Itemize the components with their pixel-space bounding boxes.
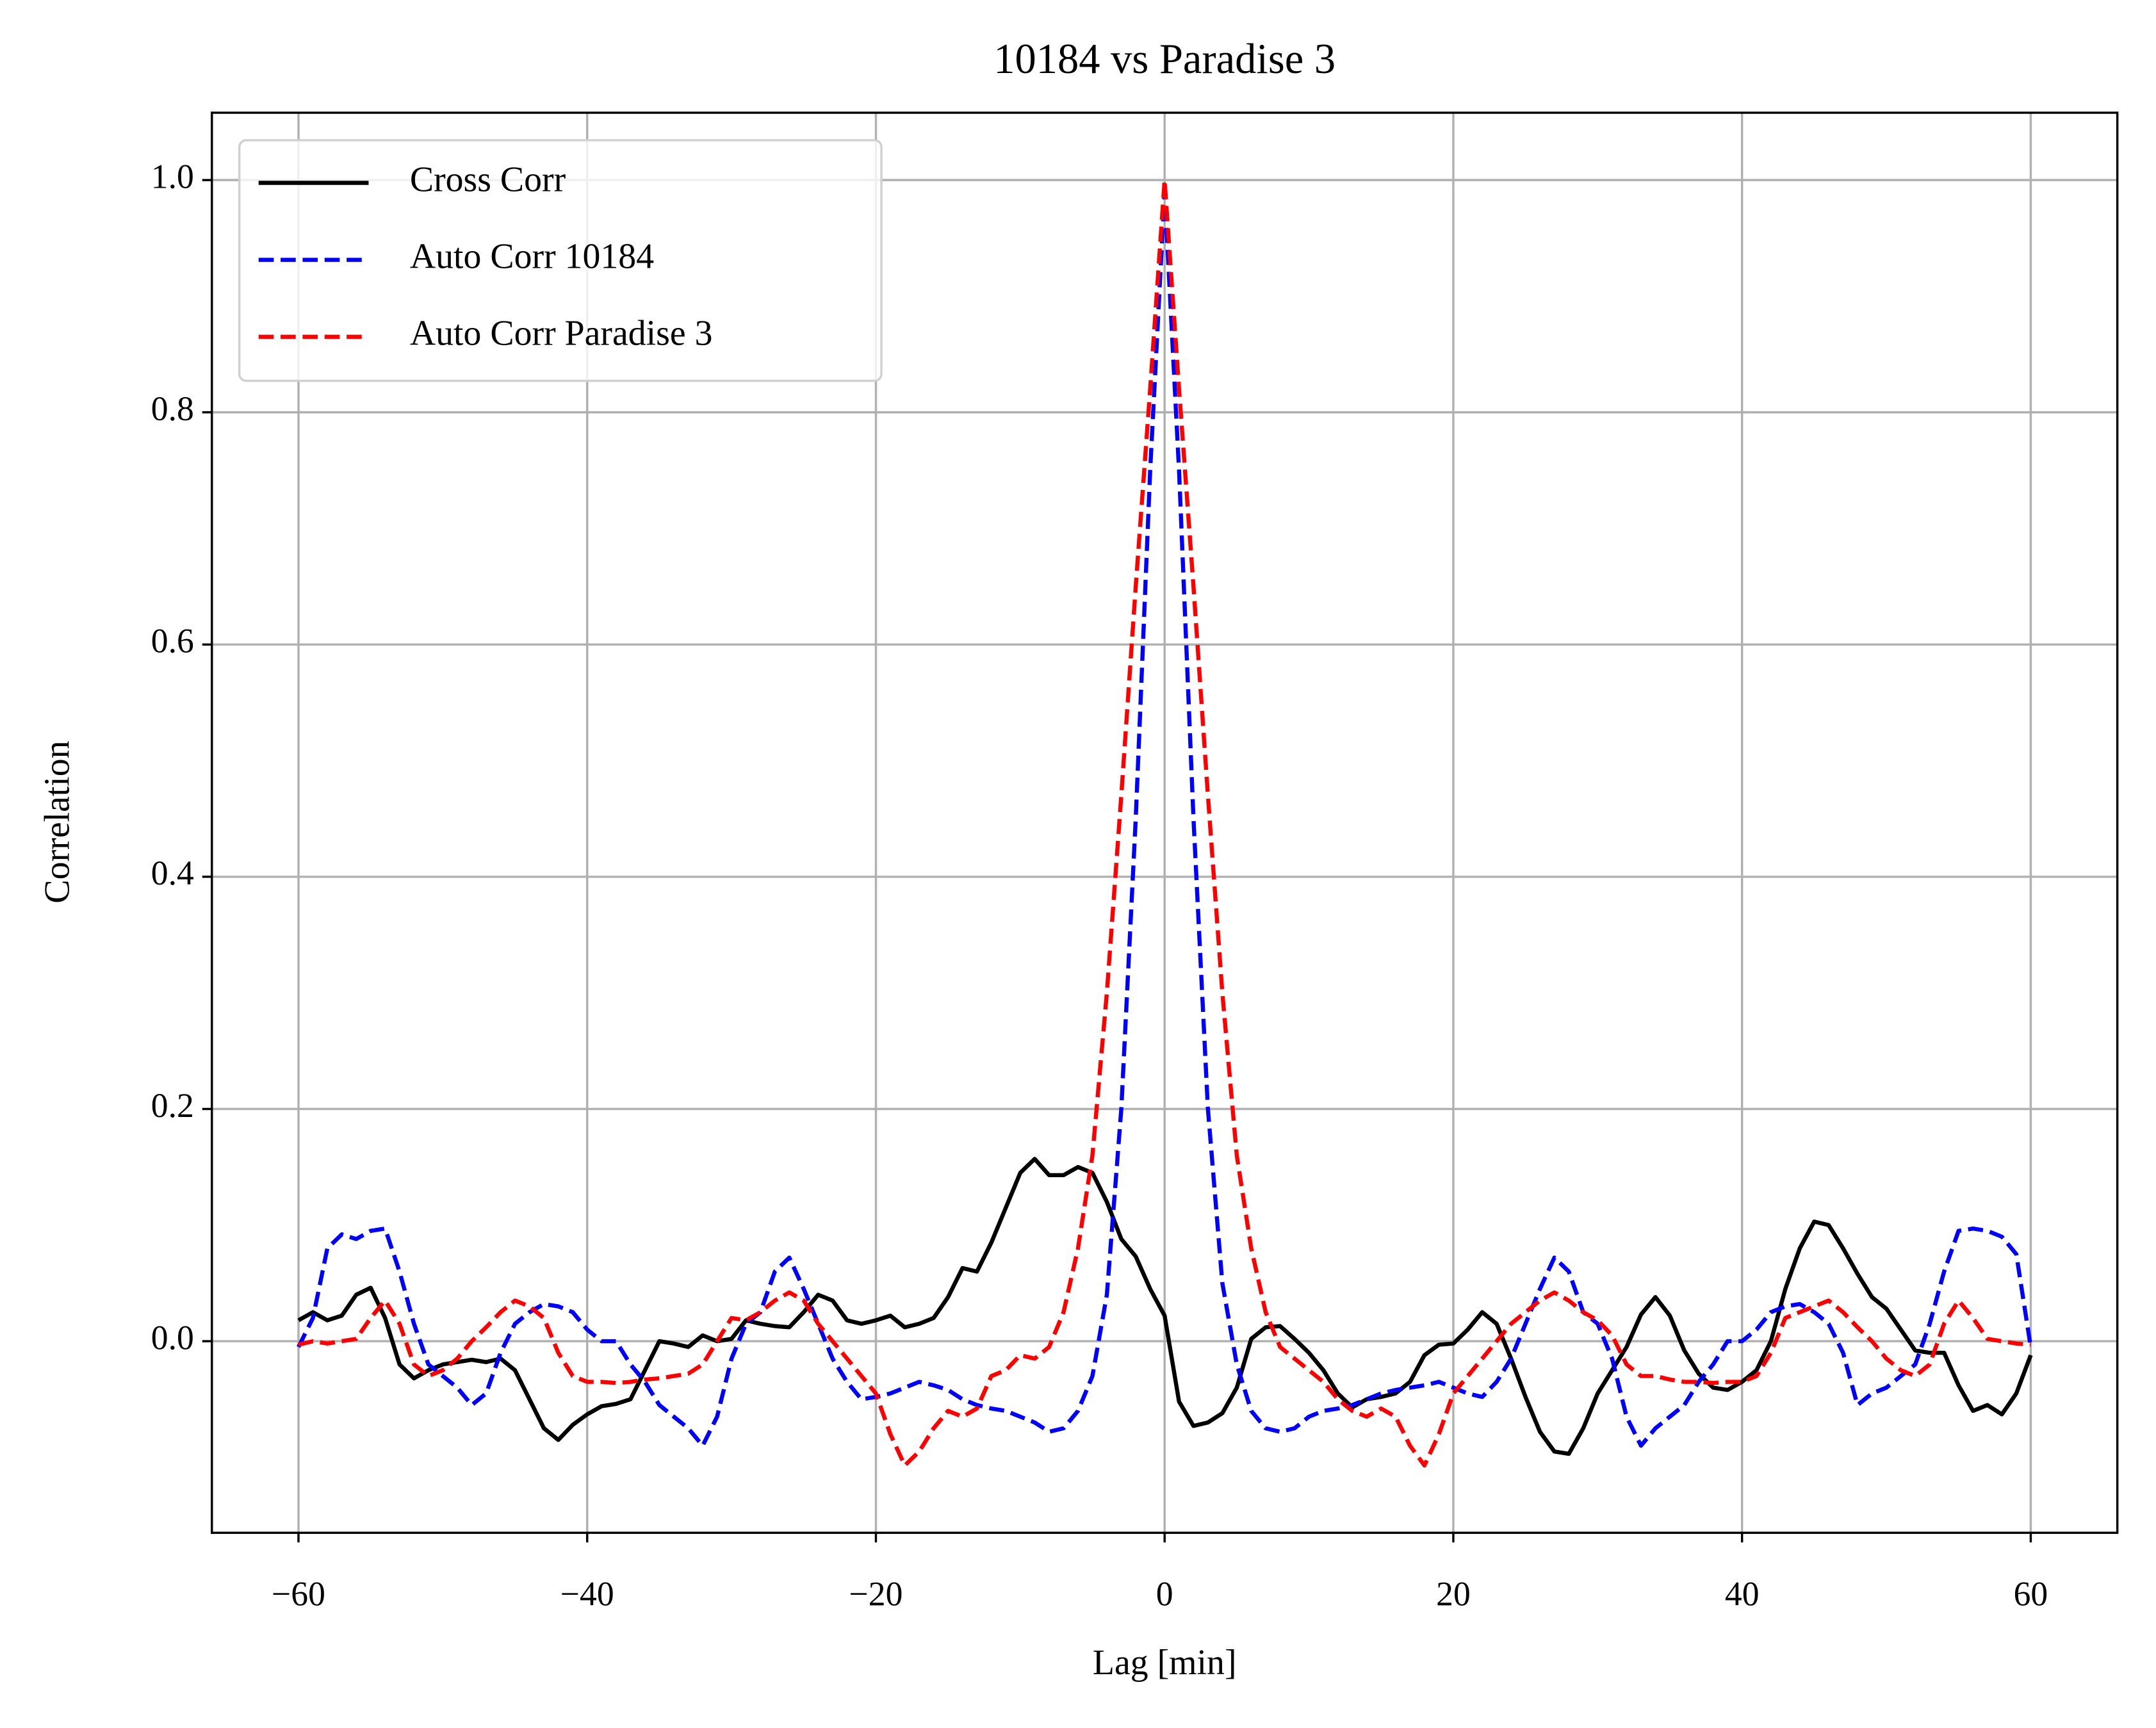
- chart-title: 10184 vs Paradise 3: [993, 36, 1335, 83]
- y-axis-label: Correlation: [37, 740, 77, 903]
- series-line: [297, 1157, 2033, 1456]
- y-tick-label: 0.0: [151, 1318, 194, 1357]
- x-tick-label: 20: [1436, 1574, 1471, 1613]
- x-tick-label: −20: [849, 1574, 903, 1613]
- legend-label: Auto Corr Paradise 3: [410, 314, 713, 354]
- series-line: [298, 177, 2031, 1468]
- y-tick-label: 0.4: [151, 854, 194, 892]
- y-tick-label: 0.6: [151, 622, 194, 660]
- legend: Cross Corr Auto Corr 10184 Auto Corr Parad…: [238, 139, 883, 382]
- y-tick-label: 1.0: [151, 157, 194, 195]
- legend-label: Auto Corr 10184: [410, 236, 654, 276]
- x-tick-label: 0: [1156, 1574, 1173, 1613]
- ticks: −60 −40 −20 0 20 40 60 0.0 0.2 0.4 0.6 0.8 1.0: [151, 157, 2048, 1613]
- plot-lines: [297, 177, 2033, 1468]
- x-tick-label: −40: [560, 1574, 614, 1613]
- x-axis-label: Lag [min]: [1093, 1643, 1237, 1683]
- legend-box: [238, 139, 883, 382]
- x-tick-label: 60: [2014, 1574, 2048, 1613]
- legend-label: Cross Corr: [410, 159, 566, 199]
- x-tick-label: 40: [1725, 1574, 1760, 1613]
- x-tick-label: −60: [272, 1574, 325, 1613]
- y-tick-label: 0.8: [151, 389, 194, 428]
- y-tick-label: 0.2: [151, 1086, 194, 1125]
